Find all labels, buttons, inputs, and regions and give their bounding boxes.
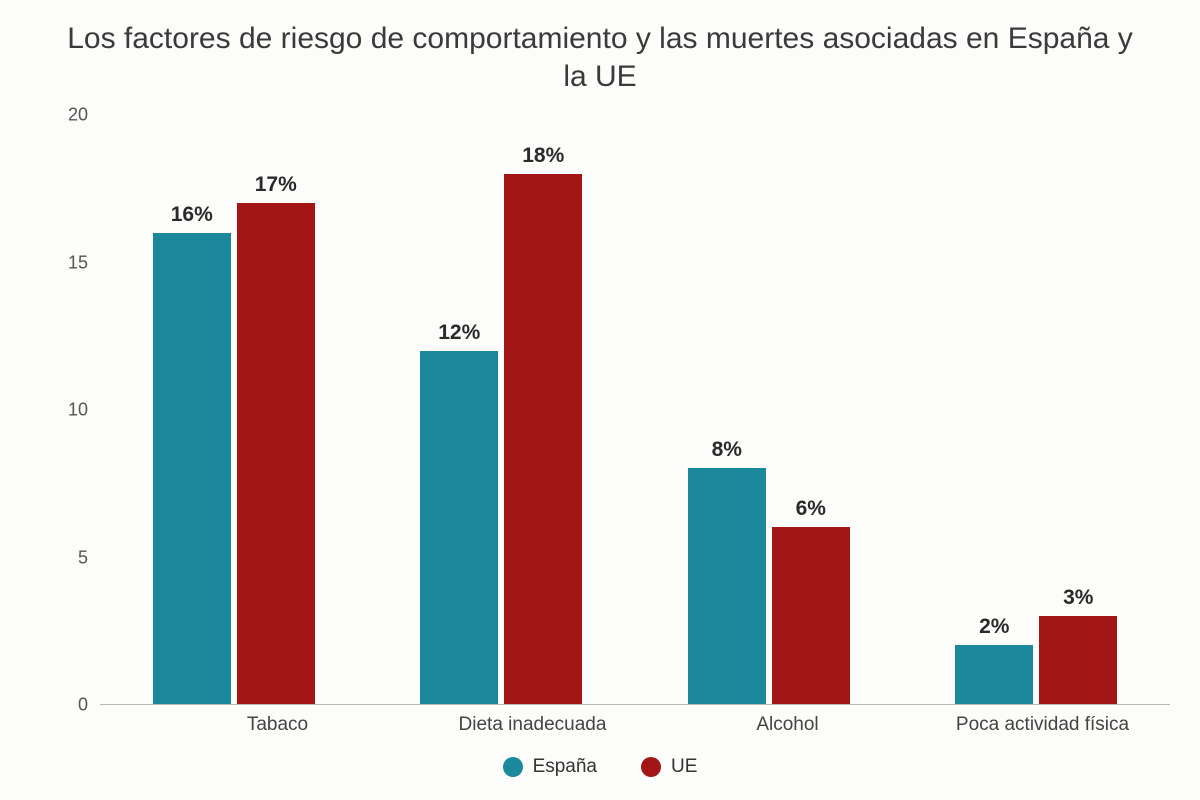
legend-label: España	[533, 756, 597, 778]
legend-swatch-icon	[641, 757, 661, 777]
bar-value-label: 6%	[796, 497, 826, 521]
legend: España UE	[0, 756, 1200, 778]
bar: 6%	[772, 527, 850, 704]
bar-value-label: 8%	[712, 438, 742, 462]
legend-swatch-icon	[503, 757, 523, 777]
bar-group: 8%6%	[635, 115, 903, 704]
x-axis-label: Tabaco	[150, 714, 405, 736]
plot-area: 16%17%12%18%8%6%2%3% TabacoDieta inadecu…	[100, 115, 1170, 705]
legend-label: UE	[671, 756, 697, 778]
x-axis-label: Alcohol	[660, 714, 915, 736]
bar: 8%	[688, 468, 766, 704]
x-axis-label: Dieta inadecuada	[405, 714, 660, 736]
bar-value-label: 16%	[171, 203, 213, 227]
bar: 12%	[420, 351, 498, 704]
bar-group: 12%18%	[368, 115, 636, 704]
x-axis-labels: TabacoDieta inadecuadaAlcoholPoca activi…	[150, 714, 1170, 736]
y-tick: 20	[68, 105, 88, 126]
x-axis-label: Poca actividad física	[915, 714, 1170, 736]
y-tick: 5	[78, 547, 88, 568]
bar-value-label: 18%	[522, 144, 564, 168]
bar: 3%	[1039, 616, 1117, 704]
chart-title: Los factores de riesgo de comportamiento…	[0, 0, 1200, 103]
bar: 17%	[237, 203, 315, 704]
bar-value-label: 17%	[255, 173, 297, 197]
bar: 18%	[504, 174, 582, 704]
bar-group: 2%3%	[903, 115, 1171, 704]
bar-groups: 16%17%12%18%8%6%2%3%	[100, 115, 1170, 704]
bar-value-label: 12%	[438, 321, 480, 345]
bar-value-label: 2%	[979, 615, 1009, 639]
bar: 16%	[153, 233, 231, 704]
y-axis: 05101520	[50, 115, 100, 705]
bar: 2%	[955, 645, 1033, 704]
chart-area: 05101520 16%17%12%18%8%6%2%3% TabacoDiet…	[50, 115, 1170, 705]
y-tick: 0	[78, 695, 88, 716]
y-tick: 10	[68, 400, 88, 421]
legend-item: UE	[641, 756, 697, 778]
y-tick: 15	[68, 252, 88, 273]
bar-value-label: 3%	[1063, 586, 1093, 610]
legend-item: España	[503, 756, 597, 778]
bar-group: 16%17%	[100, 115, 368, 704]
